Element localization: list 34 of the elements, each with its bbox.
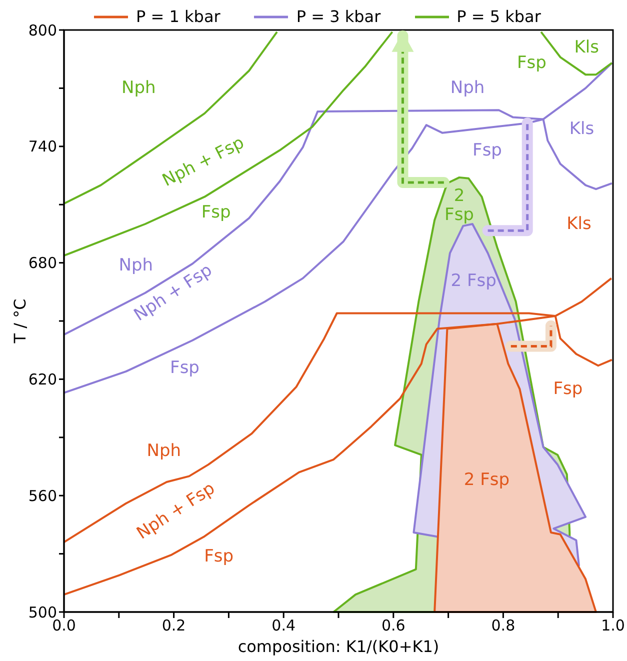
x-tick-label: 0.0 xyxy=(52,616,76,635)
y-axis-title: T / °C xyxy=(10,298,30,344)
x-tick-label: 0.2 xyxy=(162,616,186,635)
annotation: 2 Fsp xyxy=(464,470,510,490)
y-tick-label: 680 xyxy=(28,254,57,272)
y-tick-label: 560 xyxy=(28,486,57,505)
annotation: Kls xyxy=(566,214,592,234)
annotation: Fsp xyxy=(201,202,231,222)
annotation: Fsp xyxy=(204,546,234,567)
annotation: Fsp xyxy=(170,358,200,378)
legend-label: P = 1 kbar xyxy=(136,7,220,26)
annotation: Nph + Fsp xyxy=(133,478,219,544)
annotation: Kls xyxy=(574,37,600,58)
annotation: Nph xyxy=(122,78,156,98)
annotation: Nph + Fsp xyxy=(159,132,248,191)
annotation: Fsp xyxy=(472,140,502,160)
x-tick-label: 0.4 xyxy=(272,616,296,635)
x-axis-title: composition: K1/(K0+K1) xyxy=(238,637,440,656)
y-tick-label: 800 xyxy=(28,21,57,40)
x-tick-label: 1.0 xyxy=(601,616,625,635)
annotation: 2 Fsp xyxy=(444,186,474,225)
annotation: Fsp xyxy=(553,378,583,399)
y-tick-label: 620 xyxy=(28,370,57,389)
annotation: Nph xyxy=(450,78,485,98)
annotation: 2 Fsp xyxy=(450,270,496,291)
y-tick-label: 740 xyxy=(28,138,57,156)
x-tick-label: 0.6 xyxy=(381,616,406,635)
legend-label: P = 3 kbar xyxy=(296,7,381,26)
annotation: Nph xyxy=(118,256,154,276)
annotation: Kls xyxy=(569,118,594,139)
annotation: Fsp xyxy=(517,52,546,73)
annotation: Nph xyxy=(146,440,182,461)
legend-label: P = 5 kbar xyxy=(456,7,541,26)
x-tick-label: 0.8 xyxy=(491,616,516,635)
